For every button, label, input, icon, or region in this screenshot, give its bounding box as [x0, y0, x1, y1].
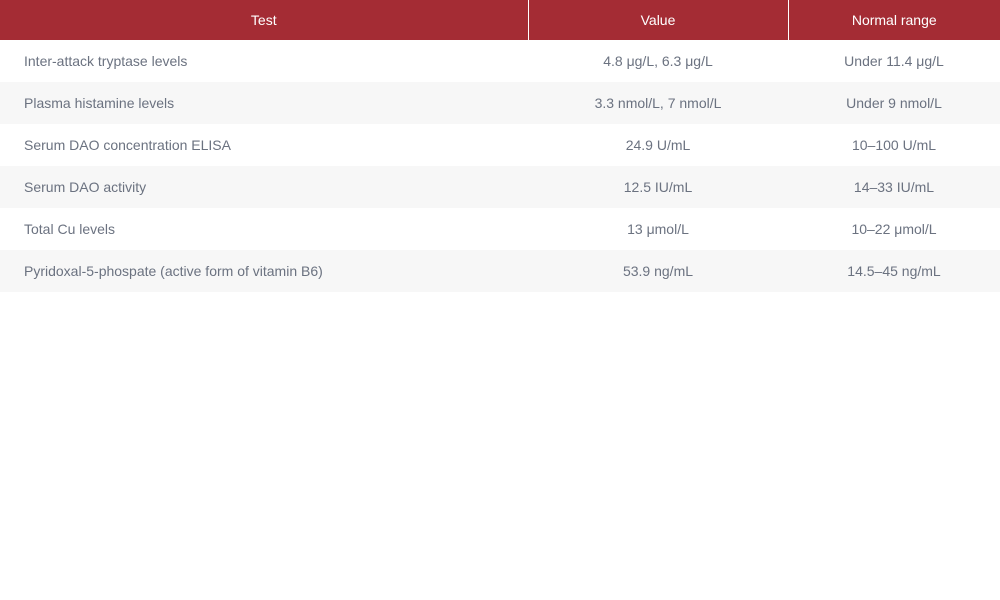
table-row: Serum DAO concentration ELISA 24.9 U/mL …	[0, 124, 1000, 166]
cell-test: Pyridoxal-5-phospate (active form of vit…	[0, 250, 528, 292]
cell-value: 12.5 IU/mL	[528, 166, 788, 208]
table-row: Total Cu levels 13 μmol/L 10–22 μmol/L	[0, 208, 1000, 250]
lab-results-table: Test Value Normal range Inter-attack try…	[0, 0, 1000, 292]
cell-test: Plasma histamine levels	[0, 82, 528, 124]
table-head: Test Value Normal range	[0, 0, 1000, 40]
cell-value: 24.9 U/mL	[528, 124, 788, 166]
cell-range: 14.5–45 ng/mL	[788, 250, 1000, 292]
cell-range: 10–100 U/mL	[788, 124, 1000, 166]
cell-value: 4.8 μg/L, 6.3 μg/L	[528, 40, 788, 82]
cell-range: Under 11.4 μg/L	[788, 40, 1000, 82]
cell-range: 10–22 μmol/L	[788, 208, 1000, 250]
header-value: Value	[528, 0, 788, 40]
cell-range: 14–33 IU/mL	[788, 166, 1000, 208]
cell-test: Inter-attack tryptase levels	[0, 40, 528, 82]
table-body: Inter-attack tryptase levels 4.8 μg/L, 6…	[0, 40, 1000, 292]
table-row: Pyridoxal-5-phospate (active form of vit…	[0, 250, 1000, 292]
table-row: Inter-attack tryptase levels 4.8 μg/L, 6…	[0, 40, 1000, 82]
cell-value: 3.3 nmol/L, 7 nmol/L	[528, 82, 788, 124]
header-range: Normal range	[788, 0, 1000, 40]
header-test: Test	[0, 0, 528, 40]
cell-test: Total Cu levels	[0, 208, 528, 250]
cell-test: Serum DAO concentration ELISA	[0, 124, 528, 166]
cell-test: Serum DAO activity	[0, 166, 528, 208]
header-row: Test Value Normal range	[0, 0, 1000, 40]
cell-value: 53.9 ng/mL	[528, 250, 788, 292]
table-row: Serum DAO activity 12.5 IU/mL 14–33 IU/m…	[0, 166, 1000, 208]
cell-range: Under 9 nmol/L	[788, 82, 1000, 124]
table-row: Plasma histamine levels 3.3 nmol/L, 7 nm…	[0, 82, 1000, 124]
cell-value: 13 μmol/L	[528, 208, 788, 250]
